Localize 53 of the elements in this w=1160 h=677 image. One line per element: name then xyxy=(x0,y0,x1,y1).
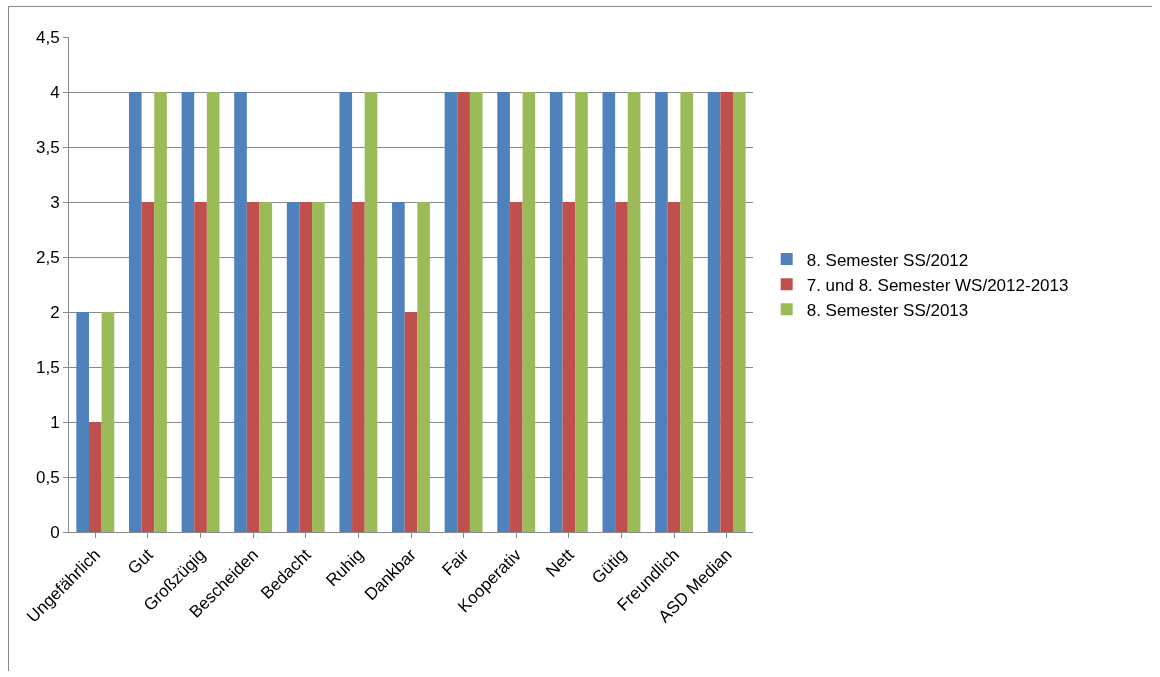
bar xyxy=(299,202,313,532)
bar xyxy=(259,202,273,532)
bar xyxy=(457,92,470,532)
bar xyxy=(627,92,641,532)
bar xyxy=(88,422,102,532)
bar xyxy=(141,202,155,532)
x-tick-label: Nett xyxy=(542,545,578,581)
legend-label: 8. Semester SS/2013 xyxy=(806,300,969,320)
y-tick-label: 2 xyxy=(50,302,60,322)
bar xyxy=(181,92,195,532)
bar xyxy=(497,92,510,532)
y-tick-label: 0,5 xyxy=(35,467,60,487)
bar xyxy=(655,92,668,532)
bar xyxy=(154,92,167,532)
bar xyxy=(469,92,483,532)
bar xyxy=(246,202,260,532)
bar xyxy=(720,92,734,532)
bar xyxy=(101,312,115,532)
bar xyxy=(562,202,576,532)
bar xyxy=(680,92,694,532)
bar xyxy=(352,202,365,532)
bar xyxy=(339,92,353,532)
bar xyxy=(733,92,746,532)
bar xyxy=(76,312,89,532)
bar xyxy=(312,202,325,532)
bar xyxy=(549,92,563,532)
bar xyxy=(509,202,523,532)
y-tick-label: 4,5 xyxy=(35,27,60,47)
bar xyxy=(404,312,418,532)
bar xyxy=(364,92,378,532)
bar xyxy=(444,92,458,532)
bar xyxy=(615,202,628,532)
bar xyxy=(194,202,207,532)
y-tick-label: 1 xyxy=(50,412,60,432)
bar xyxy=(575,92,588,532)
bar xyxy=(417,202,430,532)
bar xyxy=(707,92,721,532)
bar xyxy=(128,92,142,532)
bar xyxy=(206,92,220,532)
bar xyxy=(522,92,536,532)
legend-label: 8. Semester SS/2012 xyxy=(806,250,969,270)
y-tick-label: 4 xyxy=(50,82,60,102)
legend-label: 7. und 8. Semester WS/2012-2013 xyxy=(806,275,1069,295)
bar xyxy=(667,202,681,532)
bar xyxy=(602,92,616,532)
bar xyxy=(392,202,405,532)
bar xyxy=(286,202,300,532)
y-tick-label: 2,5 xyxy=(35,247,60,267)
y-tick-label: 3 xyxy=(50,192,60,212)
bar xyxy=(234,92,247,532)
y-tick-label: 1,5 xyxy=(35,357,60,377)
y-tick-label: 0 xyxy=(50,522,60,542)
y-tick-label: 3,5 xyxy=(35,137,60,157)
